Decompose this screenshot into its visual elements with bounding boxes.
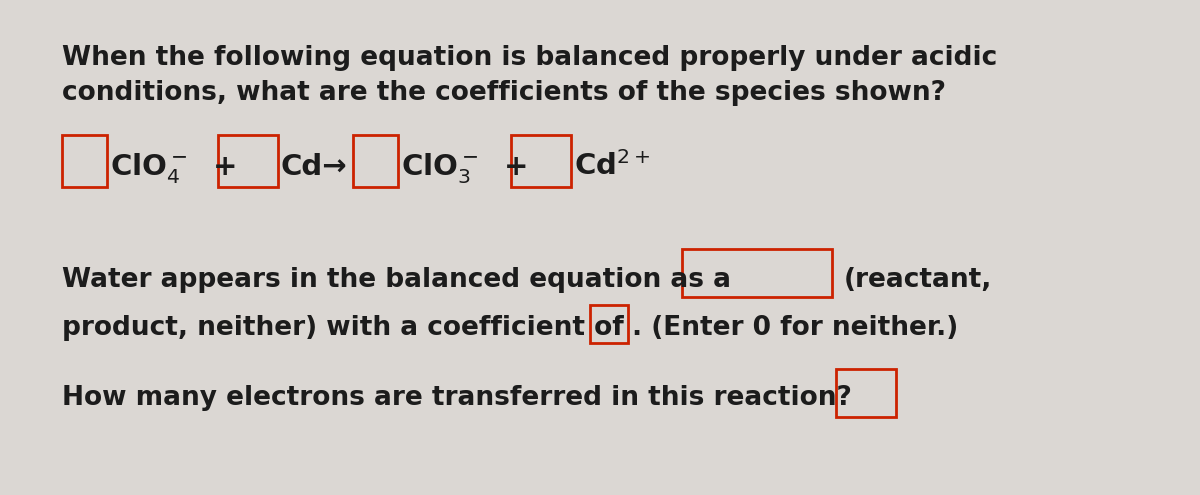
Text: How many electrons are transferred in this reaction?: How many electrons are transferred in th… (62, 385, 852, 411)
Text: Cd$^{2+}$: Cd$^{2+}$ (574, 151, 650, 181)
Text: ClO$_4^-$  +: ClO$_4^-$ + (110, 151, 236, 185)
Text: ClO$_3^-$  +: ClO$_3^-$ + (401, 151, 527, 185)
Bar (353, 135, 398, 187)
Text: When the following equation is balanced properly under acidic: When the following equation is balanced … (62, 45, 997, 71)
Text: (reactant,: (reactant, (844, 267, 992, 293)
Bar (511, 135, 571, 187)
Bar (682, 249, 832, 297)
Text: conditions, what are the coefficients of the species shown?: conditions, what are the coefficients of… (62, 80, 946, 106)
Text: product, neither) with a coefficient of: product, neither) with a coefficient of (62, 315, 624, 341)
Bar (62, 135, 107, 187)
Text: Water appears in the balanced equation as a: Water appears in the balanced equation a… (62, 267, 731, 293)
Bar (590, 305, 628, 343)
Bar (836, 369, 896, 417)
Text: . (Enter 0 for neither.): . (Enter 0 for neither.) (632, 315, 959, 341)
Bar (218, 135, 278, 187)
Text: Cd→: Cd→ (281, 153, 348, 181)
